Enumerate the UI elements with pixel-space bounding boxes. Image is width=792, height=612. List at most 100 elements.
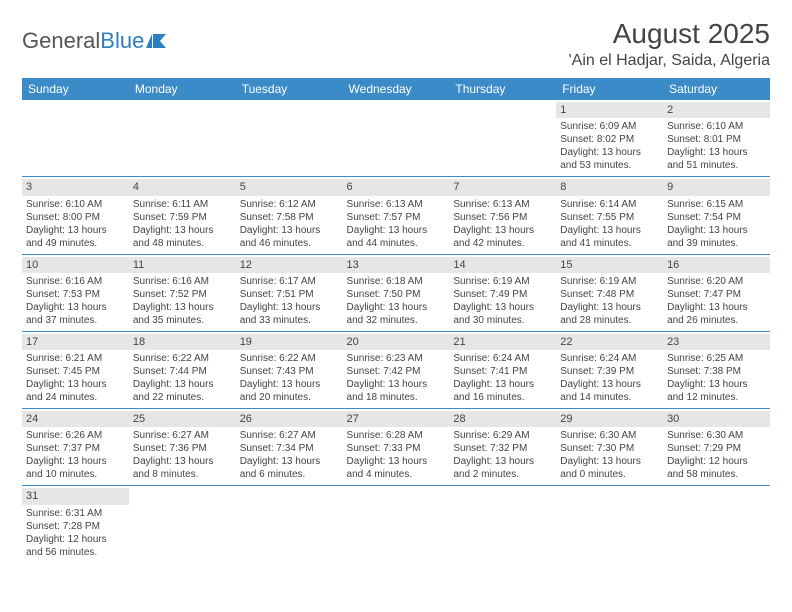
cell-d2: and 35 minutes. (133, 314, 232, 327)
cell-d2: and 8 minutes. (133, 468, 232, 481)
day-number: 24 (22, 411, 129, 427)
cell-sr: Sunrise: 6:16 AM (26, 275, 125, 288)
cell-d1: Daylight: 13 hours (26, 455, 125, 468)
cell-d1: Daylight: 13 hours (347, 301, 446, 314)
weekday-header: Saturday (663, 78, 770, 100)
day-number: 11 (129, 257, 236, 273)
day-number: 3 (22, 179, 129, 195)
cell-sr: Sunrise: 6:12 AM (240, 198, 339, 211)
cell-sr: Sunrise: 6:30 AM (560, 429, 659, 442)
cell-d2: and 58 minutes. (667, 468, 766, 481)
cell-d2: and 2 minutes. (453, 468, 552, 481)
cell-ss: Sunset: 7:59 PM (133, 211, 232, 224)
cell-d1: Daylight: 13 hours (560, 146, 659, 159)
calendar-cell-empty (129, 100, 236, 177)
weekday-header: Thursday (449, 78, 556, 100)
day-number: 2 (663, 102, 770, 118)
day-number: 18 (129, 334, 236, 350)
cell-ss: Sunset: 8:00 PM (26, 211, 125, 224)
cell-d1: Daylight: 13 hours (133, 378, 232, 391)
day-number: 25 (129, 411, 236, 427)
cell-d2: and 22 minutes. (133, 391, 232, 404)
cell-d1: Daylight: 13 hours (133, 301, 232, 314)
logo-text-general: General (22, 28, 100, 54)
calendar-cell-empty (449, 100, 556, 177)
cell-d1: Daylight: 13 hours (26, 301, 125, 314)
cell-d1: Daylight: 13 hours (453, 455, 552, 468)
cell-d2: and 56 minutes. (26, 546, 125, 559)
cell-d2: and 39 minutes. (667, 237, 766, 250)
cell-d2: and 18 minutes. (347, 391, 446, 404)
day-number: 30 (663, 411, 770, 427)
calendar-cell: 13Sunrise: 6:18 AMSunset: 7:50 PMDayligh… (343, 254, 450, 331)
cell-ss: Sunset: 7:48 PM (560, 288, 659, 301)
cell-d1: Daylight: 13 hours (667, 146, 766, 159)
day-number: 27 (343, 411, 450, 427)
cell-d2: and 6 minutes. (240, 468, 339, 481)
cell-d2: and 51 minutes. (667, 159, 766, 172)
day-number: 21 (449, 334, 556, 350)
day-number: 6 (343, 179, 450, 195)
day-number: 17 (22, 334, 129, 350)
calendar-cell-empty (236, 486, 343, 563)
calendar-cell-empty (129, 486, 236, 563)
cell-d1: Daylight: 13 hours (560, 378, 659, 391)
cell-sr: Sunrise: 6:28 AM (347, 429, 446, 442)
day-number: 1 (556, 102, 663, 118)
calendar-row: 24Sunrise: 6:26 AMSunset: 7:37 PMDayligh… (22, 409, 770, 486)
cell-d2: and 33 minutes. (240, 314, 339, 327)
cell-d2: and 44 minutes. (347, 237, 446, 250)
calendar-cell: 5Sunrise: 6:12 AMSunset: 7:58 PMDaylight… (236, 177, 343, 254)
day-number: 15 (556, 257, 663, 273)
cell-ss: Sunset: 7:50 PM (347, 288, 446, 301)
calendar-cell: 25Sunrise: 6:27 AMSunset: 7:36 PMDayligh… (129, 409, 236, 486)
day-number: 10 (22, 257, 129, 273)
cell-sr: Sunrise: 6:19 AM (453, 275, 552, 288)
cell-d1: Daylight: 13 hours (347, 224, 446, 237)
cell-sr: Sunrise: 6:16 AM (133, 275, 232, 288)
cell-ss: Sunset: 8:01 PM (667, 133, 766, 146)
calendar-cell: 12Sunrise: 6:17 AMSunset: 7:51 PMDayligh… (236, 254, 343, 331)
cell-d2: and 42 minutes. (453, 237, 552, 250)
calendar-cell: 26Sunrise: 6:27 AMSunset: 7:34 PMDayligh… (236, 409, 343, 486)
day-number: 12 (236, 257, 343, 273)
cell-d1: Daylight: 13 hours (560, 301, 659, 314)
cell-d1: Daylight: 13 hours (453, 378, 552, 391)
cell-ss: Sunset: 7:37 PM (26, 442, 125, 455)
cell-ss: Sunset: 7:38 PM (667, 365, 766, 378)
calendar-cell: 24Sunrise: 6:26 AMSunset: 7:37 PMDayligh… (22, 409, 129, 486)
cell-d2: and 48 minutes. (133, 237, 232, 250)
cell-sr: Sunrise: 6:13 AM (453, 198, 552, 211)
calendar-cell: 7Sunrise: 6:13 AMSunset: 7:56 PMDaylight… (449, 177, 556, 254)
cell-d2: and 10 minutes. (26, 468, 125, 481)
cell-ss: Sunset: 7:58 PM (240, 211, 339, 224)
calendar-cell: 4Sunrise: 6:11 AMSunset: 7:59 PMDaylight… (129, 177, 236, 254)
calendar-cell: 1Sunrise: 6:09 AMSunset: 8:02 PMDaylight… (556, 100, 663, 177)
cell-d1: Daylight: 13 hours (560, 455, 659, 468)
calendar-cell: 23Sunrise: 6:25 AMSunset: 7:38 PMDayligh… (663, 331, 770, 408)
weekday-header: Monday (129, 78, 236, 100)
calendar-row: 10Sunrise: 6:16 AMSunset: 7:53 PMDayligh… (22, 254, 770, 331)
cell-ss: Sunset: 7:33 PM (347, 442, 446, 455)
cell-d1: Daylight: 13 hours (667, 224, 766, 237)
cell-ss: Sunset: 7:39 PM (560, 365, 659, 378)
logo: GeneralBlue (22, 28, 168, 54)
weekday-header: Sunday (22, 78, 129, 100)
cell-d2: and 20 minutes. (240, 391, 339, 404)
cell-ss: Sunset: 7:36 PM (133, 442, 232, 455)
cell-ss: Sunset: 7:44 PM (133, 365, 232, 378)
cell-d1: Daylight: 12 hours (667, 455, 766, 468)
calendar-cell: 14Sunrise: 6:19 AMSunset: 7:49 PMDayligh… (449, 254, 556, 331)
cell-ss: Sunset: 7:45 PM (26, 365, 125, 378)
cell-ss: Sunset: 7:43 PM (240, 365, 339, 378)
cell-sr: Sunrise: 6:22 AM (133, 352, 232, 365)
calendar-cell: 8Sunrise: 6:14 AMSunset: 7:55 PMDaylight… (556, 177, 663, 254)
cell-d2: and 24 minutes. (26, 391, 125, 404)
calendar-cell: 20Sunrise: 6:23 AMSunset: 7:42 PMDayligh… (343, 331, 450, 408)
cell-d2: and 28 minutes. (560, 314, 659, 327)
cell-sr: Sunrise: 6:24 AM (453, 352, 552, 365)
calendar-cell: 31Sunrise: 6:31 AMSunset: 7:28 PMDayligh… (22, 486, 129, 563)
cell-d1: Daylight: 13 hours (240, 378, 339, 391)
cell-ss: Sunset: 7:34 PM (240, 442, 339, 455)
calendar-cell: 29Sunrise: 6:30 AMSunset: 7:30 PMDayligh… (556, 409, 663, 486)
